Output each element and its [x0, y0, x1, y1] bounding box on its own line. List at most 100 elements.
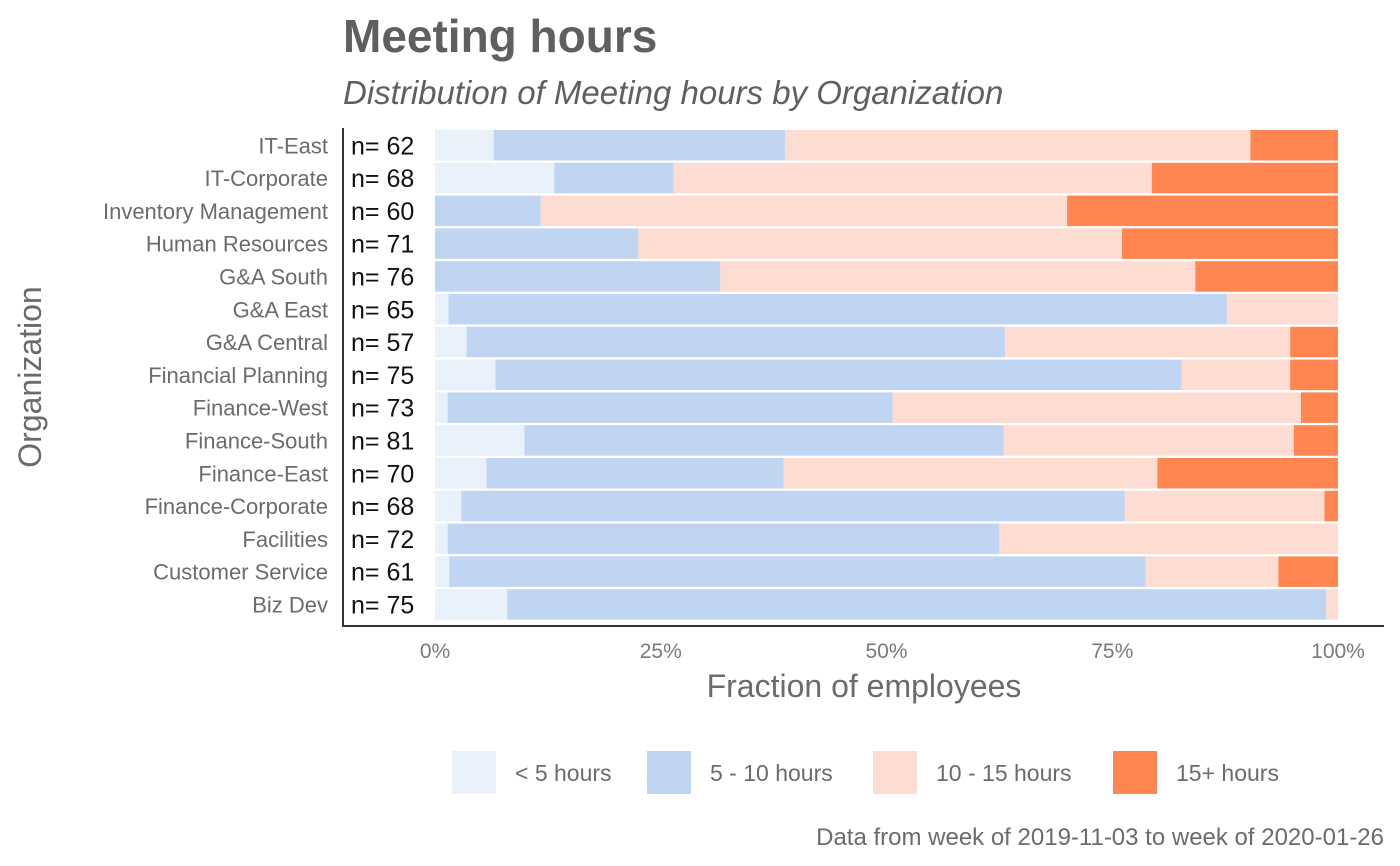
n-label-finance-west: n= 73 — [351, 395, 414, 423]
bar-biz-dev-series-0 — [435, 589, 508, 620]
x-tick-1: 25% — [640, 640, 682, 663]
bar-finance-south-series-1 — [524, 425, 1004, 456]
bar-finance-south-series-0 — [435, 425, 525, 456]
bar-financial-planning-series-2 — [1181, 359, 1291, 391]
legend-swatch-0 — [452, 751, 496, 794]
legend-label-3: 15+ hours — [1176, 760, 1279, 786]
chart-subtitle: Distribution of Meeting hours by Organiz… — [343, 74, 1003, 111]
bar-finance-south-series-3 — [1293, 425, 1338, 456]
legend-label-0: < 5 hours — [515, 760, 612, 786]
legend-label-1: 5 - 10 hours — [710, 760, 833, 786]
x-tick-4: 100% — [1311, 640, 1365, 663]
n-label-finance-corporate: n= 68 — [351, 493, 414, 521]
bar-it-corporate-series-1 — [554, 162, 674, 194]
legend-swatch-2 — [873, 751, 917, 794]
y-tick-biz-dev: Biz Dev — [252, 592, 328, 617]
bar-ganda-central-series-1 — [466, 326, 1006, 358]
bar-ganda-south-series-2 — [720, 261, 1196, 292]
bar-ganda-central-series-3 — [1290, 326, 1338, 358]
bar-customer-service-series-2 — [1145, 556, 1279, 587]
bar-it-east-series-3 — [1250, 130, 1338, 161]
y-axis-title: Organization — [12, 286, 48, 467]
y-tick-ganda-east: G&A East — [233, 297, 328, 322]
y-tick-finance-west: Finance-West — [193, 396, 328, 421]
bar-finance-south-series-2 — [1003, 425, 1294, 456]
n-label-facilities: n= 72 — [351, 526, 414, 554]
x-tick-labels: 0% 25% 50% 75% 100% — [420, 640, 1365, 663]
y-tick-it-east: IT-East — [258, 133, 328, 158]
n-label-financial-planning: n= 75 — [351, 362, 414, 390]
bar-customer-service-series-1 — [449, 556, 1146, 587]
legend-swatch-1 — [647, 751, 691, 794]
x-tick-2: 50% — [865, 640, 907, 663]
y-tick-finance-east: Finance-East — [198, 461, 328, 486]
n-label-biz-dev: n= 75 — [351, 591, 414, 619]
y-tick-inventory-management: Inventory Management — [103, 199, 328, 224]
bar-finance-east-series-2 — [783, 458, 1158, 489]
bar-human-resources-series-3 — [1121, 228, 1338, 259]
y-tick-ganda-south: G&A South — [219, 264, 328, 289]
bar-it-corporate-series-2 — [673, 162, 1152, 194]
n-label-human-resources: n= 71 — [351, 231, 414, 259]
bar-it-east-series-2 — [785, 130, 1251, 161]
bar-finance-west-series-2 — [892, 392, 1301, 423]
bar-it-east-series-0 — [435, 130, 494, 161]
bar-finance-east-series-3 — [1157, 458, 1338, 489]
bar-it-east-series-1 — [493, 130, 786, 161]
bar-facilities-series-0 — [435, 523, 448, 555]
bar-financial-planning-series-1 — [495, 359, 1182, 391]
y-tick-human-resources: Human Resources — [146, 232, 328, 257]
legend-label-2: 10 - 15 hours — [936, 760, 1072, 786]
bar-customer-service-series-3 — [1278, 556, 1338, 587]
n-label-it-corporate: n= 68 — [351, 165, 414, 193]
bar-inventory-management-series-1 — [435, 195, 541, 227]
bar-finance-corporate-series-1 — [461, 490, 1125, 522]
bar-inventory-management-series-3 — [1067, 195, 1338, 227]
bar-inventory-management-series-2 — [540, 195, 1068, 227]
n-label-ganda-central: n= 57 — [351, 329, 414, 357]
bar-finance-corporate-series-0 — [435, 490, 462, 522]
bar-financial-planning-series-0 — [435, 359, 496, 391]
y-tick-it-corporate: IT-Corporate — [205, 166, 329, 191]
bar-finance-corporate-series-3 — [1324, 490, 1338, 522]
n-label-it-east: n= 62 — [351, 132, 414, 160]
y-tick-facilities: Facilities — [242, 527, 328, 552]
n-label-finance-east: n= 70 — [351, 460, 414, 488]
x-axis-title: Fraction of employees — [707, 668, 1022, 704]
bars-group — [435, 130, 1339, 620]
bar-customer-service-series-0 — [435, 556, 450, 587]
bar-financial-planning-series-3 — [1290, 359, 1338, 391]
chart-caption: Data from week of 2019-11-03 to week of … — [816, 824, 1384, 851]
n-label-ganda-east: n= 65 — [351, 296, 414, 324]
bar-ganda-east-series-2 — [1226, 294, 1338, 325]
n-label-finance-south: n= 81 — [351, 427, 414, 455]
y-tick-customer-service: Customer Service — [153, 560, 328, 585]
n-label-ganda-south: n= 76 — [351, 263, 414, 291]
bar-finance-corporate-series-2 — [1124, 490, 1325, 522]
bar-ganda-south-series-3 — [1195, 261, 1338, 292]
x-tick-0: 0% — [420, 640, 450, 663]
legend: < 5 hours 5 - 10 hours 10 - 15 hours 15+ ho… — [452, 751, 1279, 794]
y-tick-finance-corporate: Finance-Corporate — [145, 494, 328, 519]
n-label-inventory-management: n= 60 — [351, 198, 414, 226]
bar-facilities-series-2 — [999, 523, 1339, 555]
bar-human-resources-series-2 — [638, 228, 1122, 259]
bar-ganda-central-series-2 — [1005, 326, 1291, 358]
bar-facilities-series-1 — [447, 523, 1000, 555]
bar-finance-east-series-1 — [486, 458, 784, 489]
bar-finance-east-series-0 — [435, 458, 487, 489]
y-tick-finance-south: Finance-South — [185, 428, 328, 453]
bar-ganda-east-series-0 — [435, 294, 449, 325]
bar-it-corporate-series-3 — [1151, 162, 1338, 194]
x-tick-3: 75% — [1091, 640, 1133, 663]
bar-finance-west-series-1 — [447, 392, 893, 423]
y-tick-labels: IT-East IT-Corporate Inventory Management H… — [103, 133, 328, 617]
bar-ganda-east-series-1 — [448, 294, 1227, 325]
bar-ganda-central-series-0 — [435, 326, 467, 358]
legend-swatch-3 — [1113, 751, 1157, 794]
y-tick-ganda-central: G&A Central — [206, 330, 328, 355]
bar-ganda-south-series-1 — [435, 261, 721, 292]
y-tick-financial-planning: Financial Planning — [148, 363, 328, 388]
bar-it-corporate-series-0 — [435, 162, 555, 194]
